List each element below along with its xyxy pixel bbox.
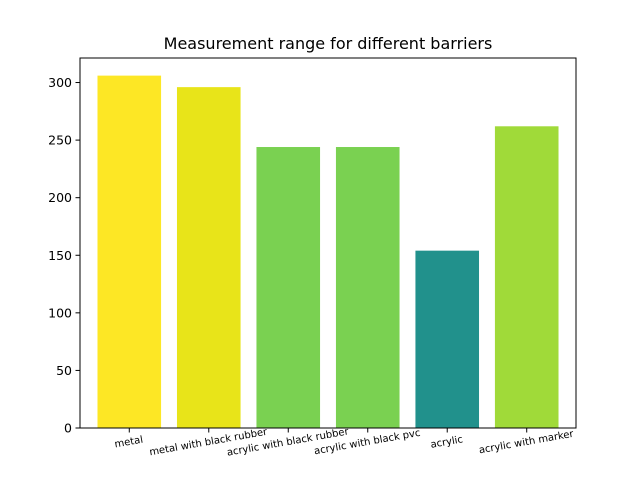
y-tick-label: 150	[48, 248, 72, 263]
bar-acrylic	[415, 250, 480, 428]
bars-group	[97, 75, 559, 429]
y-tick-label: 100	[48, 305, 72, 320]
bar-acrylic-with-black-rubber	[256, 147, 321, 429]
bar-metal	[97, 75, 162, 428]
chart-title: Measurement range for different barriers	[164, 34, 493, 53]
bar-acrylic-with-marker	[494, 126, 559, 428]
y-tick-label: 0	[64, 421, 72, 436]
y-tick-label: 250	[48, 133, 72, 148]
plot-area-frame	[79, 57, 577, 429]
bar-metal-with-black-rubber	[176, 87, 241, 428]
y-tick-label: 300	[48, 75, 72, 90]
y-tick-label: 50	[56, 363, 72, 378]
y-axis: 0 50 100 150 200 250 300	[48, 75, 80, 436]
y-tick-label: 200	[48, 190, 72, 205]
x-tick-label: acrylic with marker	[478, 429, 575, 457]
bar-acrylic-with-black-pvc	[335, 147, 400, 429]
x-tick-label: metal	[114, 435, 144, 451]
x-tick-label: acrylic	[430, 434, 464, 451]
